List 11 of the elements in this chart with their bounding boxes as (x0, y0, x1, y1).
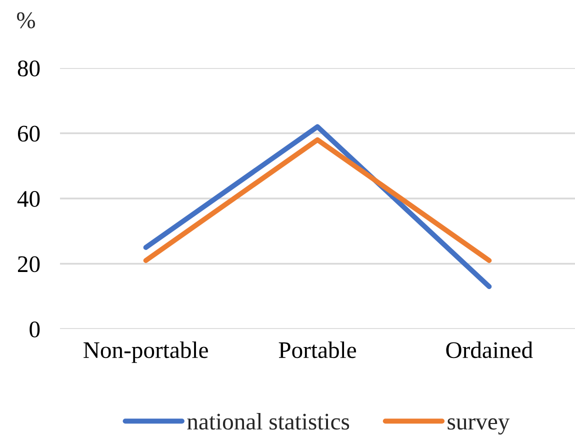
x-tick-label: Portable (278, 342, 356, 358)
y-tick-label: 20 (18, 256, 40, 272)
y-tick-label: 40 (17, 190, 40, 207)
legend-label: survey (448, 418, 510, 435)
y-axis-title: % (16, 12, 36, 28)
x-tick-label: Ordained (446, 342, 533, 358)
x-tick-label: Non-portable (84, 342, 208, 363)
y-tick-label: 0 (30, 321, 40, 338)
y-tick-label: 80 (18, 60, 40, 76)
y-tick-label: 60 (18, 126, 40, 142)
legend-label: national statistics (187, 413, 350, 430)
